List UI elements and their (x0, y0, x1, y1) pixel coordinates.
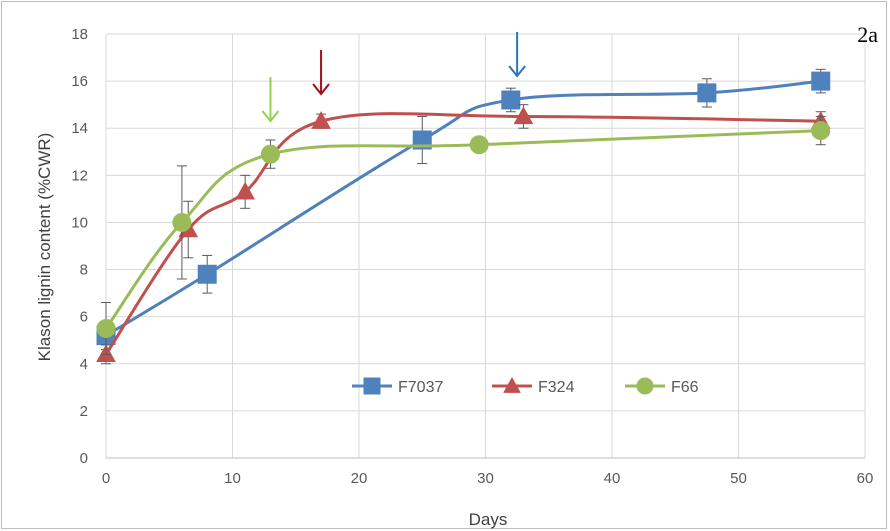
legend-item-F66: F66 (625, 377, 699, 396)
legend-marker (503, 376, 521, 393)
series-line (104, 112, 821, 356)
panel-label: 2a (857, 22, 878, 47)
data-point-square (501, 90, 521, 110)
data-point-circle (172, 212, 192, 232)
y-tick-label: 4 (80, 356, 88, 373)
data-point-square (811, 71, 831, 91)
data-point-triangle (513, 106, 534, 125)
data-point-circle (96, 318, 116, 338)
legend-label: F66 (671, 379, 699, 396)
legend-label: F7037 (398, 379, 443, 396)
arrow-annotations (261, 32, 526, 123)
data-point-triangle (311, 111, 331, 129)
data-point-circle (811, 121, 831, 141)
x-tick-label: 60 (857, 470, 874, 487)
y-tick-label: 6 (80, 309, 88, 326)
grid (105, 33, 866, 459)
series-F324 (96, 104, 831, 365)
series-F66 (96, 115, 831, 355)
y-tick-label: 8 (80, 262, 88, 279)
arrow-head (508, 65, 526, 78)
y-tick-label: 16 (71, 73, 88, 90)
data-point-triangle (235, 181, 255, 200)
y-tick-label: 0 (80, 450, 88, 467)
axes: 0 2 4 6 8 10 12 14 16 18 0 10 20 30 40 50 60 (71, 26, 873, 487)
data-point-square (697, 83, 717, 103)
series-F7037 (96, 68, 831, 351)
series-line (104, 129, 821, 330)
legend: F7037 F324 F66 (352, 376, 699, 396)
x-tick-label: 30 (477, 470, 494, 487)
data-point-circle (260, 144, 280, 164)
x-axis-title: Days (469, 510, 508, 529)
y-tick-label: 12 (71, 167, 88, 184)
data-point-square (197, 264, 217, 284)
arrow-head (261, 110, 280, 123)
arrow-head (312, 83, 330, 96)
x-tick-label: 0 (102, 470, 110, 487)
y-tick-label: 18 (71, 26, 88, 43)
x-tick-label: 20 (351, 470, 368, 487)
legend-item-F324: F324 (492, 376, 575, 396)
x-tick-label: 10 (224, 470, 241, 487)
y-tick-label: 10 (71, 214, 88, 231)
data-point-circle (469, 135, 489, 155)
legend-item-F7037: F7037 (352, 377, 443, 396)
x-tick-label: 50 (730, 470, 747, 487)
legend-marker (363, 377, 381, 395)
legend-marker (636, 377, 654, 395)
series-layer (96, 68, 831, 365)
y-axis-title: Klason lignin content (%CWR) (35, 133, 54, 362)
y-tick-label: 14 (71, 120, 88, 137)
y-tick-label: 2 (80, 403, 88, 420)
x-tick-label: 40 (604, 470, 621, 487)
legend-label: F324 (538, 379, 575, 396)
